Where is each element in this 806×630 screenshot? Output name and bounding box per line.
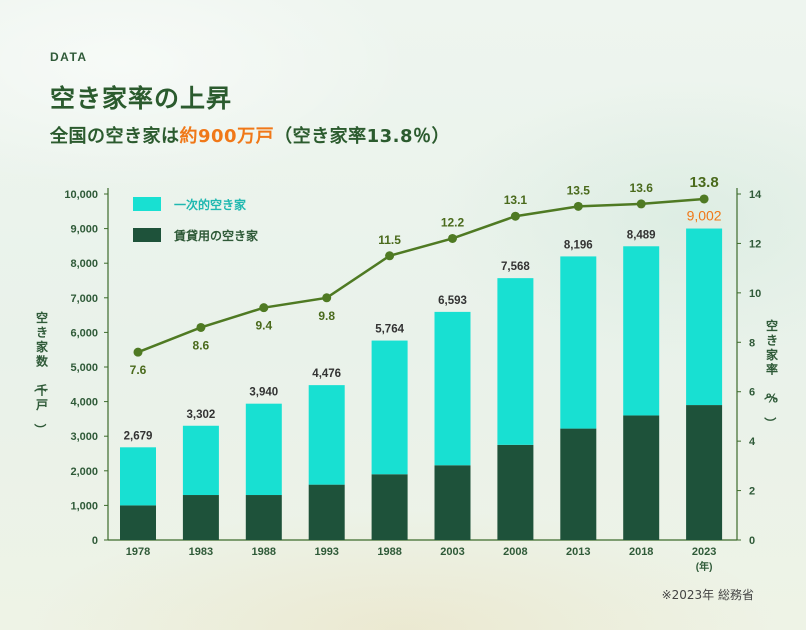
bar-total-label: 8,196: [564, 239, 593, 251]
x-tick-label: 1993: [314, 546, 338, 558]
y-left-tick-label: 9,000: [70, 224, 98, 236]
y-right-tick-label: 14: [749, 189, 762, 201]
bar-rental-vacant: [686, 405, 723, 540]
y-left-axis-label: 空き家数（千戸）: [33, 310, 49, 436]
y-left-tick-label: 1,000: [70, 500, 98, 512]
bar-primary-vacant: [120, 447, 156, 506]
rate-point: [573, 201, 583, 211]
rate-point: [448, 233, 457, 243]
rate-label: 13.6: [630, 181, 654, 195]
bar-total-label: 8,489: [627, 229, 656, 241]
y-left-tick-label: 8,000: [70, 258, 98, 270]
bar-primary-vacant: [560, 256, 597, 429]
y-right-tick-label: 10: [749, 288, 761, 300]
rate-label: 11.5: [378, 233, 401, 247]
y-left-tick-label: 6,000: [70, 327, 98, 339]
x-tick-label: 1978: [126, 546, 150, 558]
x-tick-label: 1988: [252, 546, 276, 558]
bar-total-label: 2,679: [124, 430, 153, 442]
rate-point: [133, 347, 143, 357]
y-left-tick-label: 7,000: [70, 293, 98, 305]
legend-swatch-rental: [133, 228, 161, 242]
bar-primary-vacant: [686, 228, 723, 406]
subtitle-suffix: （空き家率13.8％）: [274, 126, 450, 147]
bar-primary-vacant: [308, 385, 345, 485]
bar-rental-vacant: [182, 495, 219, 540]
bar-total-label: 3,302: [187, 409, 216, 421]
bar-total-label: 6,593: [438, 295, 467, 307]
page-title: 空き家率の上昇: [50, 84, 233, 113]
rate-label: 12.2: [441, 215, 465, 229]
x-tick-label: 2008: [503, 546, 527, 558]
bar-total-label: 3,940: [249, 387, 278, 399]
legend-label-rental: 賃貸用の空き家: [173, 228, 259, 243]
y-right-tick-label: 4: [749, 436, 756, 448]
rate-point: [510, 211, 520, 221]
bar-rental-vacant: [623, 415, 660, 540]
bar-rental-vacant: [120, 505, 156, 540]
legend-label-primary: 一次的空き家: [174, 197, 247, 212]
y-left-tick-label: 4,000: [70, 397, 98, 409]
bar-primary-vacant: [497, 278, 534, 445]
rate-line: [137, 197, 705, 354]
y-left-tick-label: 3,000: [70, 431, 98, 443]
y-left-tick-label: 0: [92, 535, 98, 547]
x-tick-label: 2003: [440, 546, 464, 558]
rate-label: 8.6: [193, 338, 210, 352]
bar-rental-vacant: [308, 484, 345, 540]
bar-total-label: 7,568: [501, 261, 530, 273]
x-tick-label: 1983: [189, 546, 213, 558]
bar-rental-vacant: [245, 495, 282, 540]
x-tick-label: 2023: [692, 546, 716, 558]
bar-primary-vacant: [245, 403, 282, 496]
source-note: ※2023年 総務省: [661, 588, 754, 602]
subtitle-prefix: 全国の空き家は: [50, 126, 180, 147]
x-tick-label: 2013: [566, 546, 590, 558]
legend-swatch-primary: [133, 197, 161, 211]
bar-rental-vacant: [560, 428, 597, 540]
bar-primary-vacant: [182, 425, 219, 496]
y-right-tick-label: 0: [749, 535, 755, 547]
bar-total-label: 4,476: [312, 368, 341, 380]
rate-label: 13.1: [504, 193, 528, 207]
bar-primary-vacant: [434, 311, 471, 466]
rate-label: 7.6: [130, 363, 147, 377]
rate-label: 9.8: [318, 309, 335, 323]
rate-label: 13.5: [567, 183, 591, 197]
rate-point: [699, 194, 709, 204]
y-right-tick-label: 2: [749, 486, 755, 498]
y-right-tick-label: 6: [749, 387, 755, 399]
rate-label: 13.8: [689, 174, 718, 191]
x-tick-label: 2018: [629, 546, 653, 558]
bar-rental-vacant: [371, 474, 408, 540]
y-right-tick-label: 12: [749, 238, 761, 250]
bar-total-label: 5,764: [375, 324, 404, 336]
rate-point: [385, 251, 395, 261]
rate-point: [636, 199, 646, 209]
bar-primary-vacant: [371, 340, 408, 475]
page-subtitle: 全国の空き家は約900万戸（空き家率13.8％）: [50, 122, 450, 148]
x-axis-unit: (年): [696, 560, 713, 573]
rate-point: [259, 303, 269, 313]
y-left-tick-label: 2,000: [70, 466, 98, 478]
rate-point: [196, 322, 206, 332]
y-right-axis-label: 空き家率（%）: [763, 318, 779, 429]
section-kicker: DATA: [50, 50, 88, 64]
rate-label: 9.4: [255, 319, 272, 333]
bar-rental-vacant: [497, 444, 534, 540]
y-left-tick-label: 5,000: [70, 362, 98, 374]
bar-rental-vacant: [434, 465, 471, 540]
bar-total-label: 9,002: [687, 208, 722, 224]
subtitle-highlight: 約900万戸: [179, 126, 275, 147]
y-left-tick-label: 10,000: [64, 189, 98, 201]
y-right-tick-label: 8: [749, 337, 755, 349]
x-tick-label: 1988: [377, 546, 401, 558]
rate-point: [322, 293, 332, 303]
bar-primary-vacant: [623, 246, 660, 416]
